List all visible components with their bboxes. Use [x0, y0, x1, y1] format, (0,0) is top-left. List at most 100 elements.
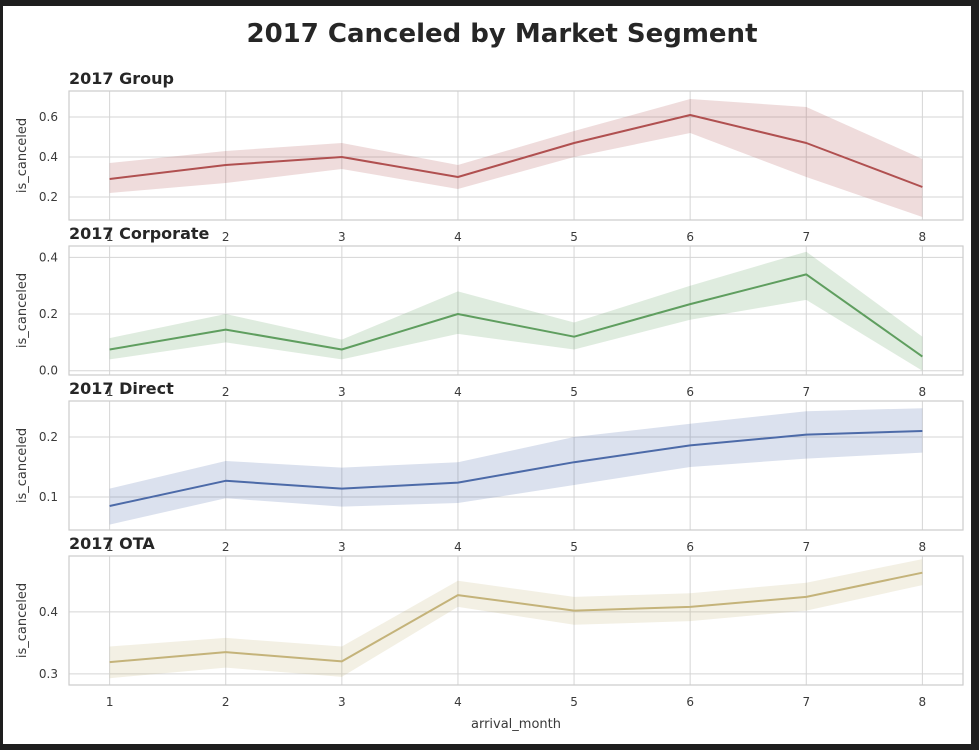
confidence-band-corporate — [109, 251, 923, 371]
data-point — [572, 141, 577, 146]
x-tick-label: 2 — [222, 540, 230, 554]
data-point — [455, 480, 460, 485]
x-tick-label: 7 — [802, 385, 810, 399]
subplot-3: 2017 Direct 0.1 0.2 1 2 3 4 5 6 7 8 is_canceled — [15, 379, 964, 554]
x-tick-label: 6 — [686, 695, 694, 709]
data-point — [688, 443, 693, 448]
data-point — [107, 504, 112, 509]
data-point — [572, 334, 577, 339]
subplot-title: 2017 Direct — [69, 379, 174, 398]
y-axis-label: is_canceled — [15, 583, 30, 658]
y-tick-label: 0.1 — [39, 490, 58, 504]
data-point — [804, 272, 809, 277]
x-tick-label: 4 — [454, 540, 462, 554]
x-tick-label: 5 — [570, 385, 578, 399]
data-point — [339, 486, 344, 491]
x-tick-label: 4 — [454, 695, 462, 709]
data-point — [107, 660, 112, 665]
x-axis-label: arrival_month — [471, 717, 561, 732]
subplot-4: 2017 OTA 0.3 0.4 1 2 3 4 5 6 7 8 is_canceledarrival… — [15, 534, 964, 732]
x-tick-label: 5 — [570, 230, 578, 244]
x-tick-label: 8 — [919, 230, 927, 244]
data-point — [688, 113, 693, 118]
axes-frame — [68, 90, 964, 221]
data-point — [804, 141, 809, 146]
y-axis-label: is_canceled — [15, 118, 30, 193]
series-line-corporate — [109, 273, 923, 358]
data-point — [455, 312, 460, 317]
subplot-title: 2017 OTA — [69, 534, 155, 553]
subplot-1: 2017 Group 0.2 0.4 0.6 1 2 3 4 5 6 7 8 is_canceled — [15, 69, 964, 244]
x-tick-label: 6 — [686, 385, 694, 399]
y-tick-label: 0.2 — [39, 430, 58, 444]
data-point — [339, 155, 344, 160]
data-point — [339, 659, 344, 664]
x-tick-label: 8 — [919, 695, 927, 709]
data-point — [455, 175, 460, 180]
x-tick-label: 2 — [222, 230, 230, 244]
data-point — [804, 432, 809, 437]
data-point — [107, 177, 112, 182]
data-point — [572, 608, 577, 613]
x-tick-label: 8 — [919, 385, 927, 399]
subplot-title: 2017 Corporate — [69, 224, 210, 243]
x-tick-label: 7 — [802, 695, 810, 709]
plot-area — [69, 401, 963, 530]
y-axis-label: is_canceled — [15, 273, 30, 348]
x-tick-label: 1 — [106, 540, 114, 554]
y-tick-label: 0.6 — [39, 110, 58, 124]
x-tick-label: 2 — [222, 385, 230, 399]
data-point — [223, 650, 228, 655]
data-point — [339, 347, 344, 352]
y-tick-label: 0.2 — [39, 190, 58, 204]
data-point — [920, 429, 925, 434]
plot-area — [69, 91, 963, 220]
data-point — [804, 594, 809, 599]
series-line-group — [109, 114, 923, 188]
x-tick-label: 4 — [454, 230, 462, 244]
x-tick-label: 1 — [106, 695, 114, 709]
series-line-direct — [109, 430, 923, 507]
plot-area — [69, 556, 963, 685]
subplot-title: 2017 Group — [69, 69, 174, 88]
x-tick-label: 3 — [338, 385, 346, 399]
y-tick-label: 0.4 — [39, 605, 58, 619]
data-point — [572, 460, 577, 465]
axes-frame — [68, 555, 964, 686]
y-tick-label: 0.0 — [39, 364, 58, 378]
subplot-2: 2017 Corporate 0.0 0.2 0.4 1 2 3 4 5 6 7 8 is_cancel… — [15, 224, 964, 399]
series-line-ota — [109, 571, 923, 664]
y-axis-label: is_canceled — [15, 428, 30, 503]
data-point — [920, 185, 925, 190]
confidence-band-ota — [109, 559, 923, 679]
confidence-band-direct — [109, 408, 923, 525]
data-point — [223, 327, 228, 332]
x-tick-label: 3 — [338, 695, 346, 709]
data-point — [920, 354, 925, 359]
x-tick-label: 7 — [802, 230, 810, 244]
x-tick-label: 8 — [919, 540, 927, 554]
data-point — [223, 163, 228, 168]
data-point — [688, 604, 693, 609]
plot-area — [69, 246, 963, 375]
data-point — [688, 302, 693, 307]
x-tick-label: 3 — [338, 540, 346, 554]
data-point — [455, 593, 460, 598]
x-tick-label: 2 — [222, 695, 230, 709]
axes-frame — [68, 245, 964, 376]
data-point — [107, 347, 112, 352]
x-tick-label: 6 — [686, 230, 694, 244]
x-tick-label: 6 — [686, 540, 694, 554]
data-point — [920, 570, 925, 575]
x-tick-label: 5 — [570, 695, 578, 709]
y-tick-label: 0.4 — [39, 250, 58, 264]
x-tick-label: 7 — [802, 540, 810, 554]
y-tick-label: 0.3 — [39, 667, 58, 681]
y-tick-label: 0.2 — [39, 307, 58, 321]
figure-title: 2017 Canceled by Market Segment — [247, 19, 758, 49]
figure-canvas: 2017 Canceled by Market Segment 2017 Gro… — [3, 6, 971, 744]
figure: 2017 Canceled by Market Segment 2017 Gro… — [15, 19, 964, 732]
y-tick-label: 0.4 — [39, 150, 58, 164]
data-point — [223, 478, 228, 483]
